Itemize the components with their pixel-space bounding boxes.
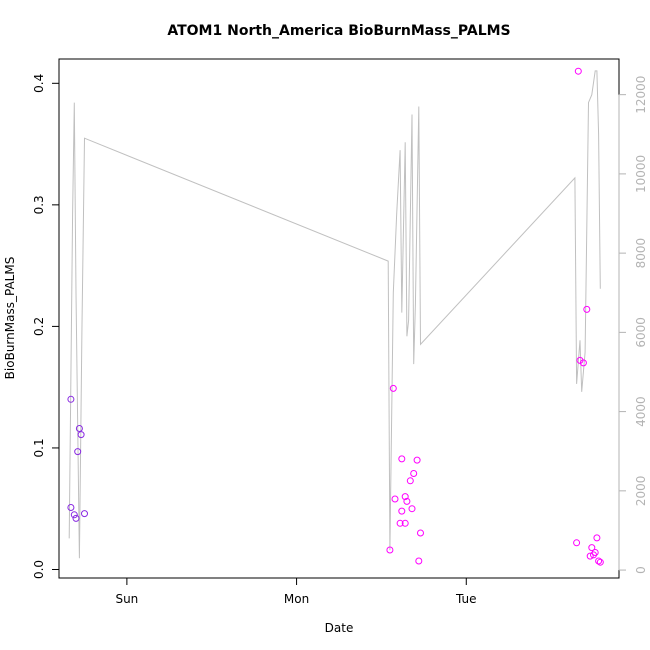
data-point — [583, 305, 591, 313]
y2-tick-label: 6000 — [634, 317, 648, 348]
altitude-line-layer — [68, 70, 601, 559]
data-point — [389, 384, 397, 392]
data-point — [574, 67, 582, 75]
x-axis-label: Date — [325, 621, 354, 635]
y2-tick-label: 12000 — [634, 76, 648, 114]
x-tick-label: Tue — [455, 592, 477, 606]
data-point — [596, 558, 604, 566]
y-axis-left: 0.0 0.1 0.2 0.3 0.4 — [32, 74, 60, 579]
points-layer — [67, 67, 604, 566]
data-point — [591, 549, 599, 556]
y-tick-label: 0.0 — [32, 560, 46, 579]
data-point — [401, 519, 409, 527]
data-point — [403, 497, 411, 505]
x-axis: Sun Mon Tue — [115, 577, 477, 606]
data-point — [401, 493, 409, 501]
data-point — [75, 425, 83, 432]
y-tick-label: 0.2 — [32, 317, 46, 336]
data-point — [595, 557, 603, 565]
data-point — [410, 470, 418, 477]
data-point — [593, 534, 601, 542]
y-tick-label: 0.4 — [32, 74, 46, 93]
y-tick-label: 0.1 — [32, 438, 46, 457]
data-point — [67, 504, 75, 511]
y-axis-label: BioBurnMass_PALMS — [3, 257, 17, 380]
data-point — [408, 505, 416, 513]
plot-frame — [58, 58, 620, 579]
data-point — [586, 552, 594, 560]
data-point — [396, 519, 404, 527]
y-tick-label: 0.3 — [32, 195, 46, 214]
y2-tick-label: 2000 — [634, 476, 648, 507]
data-point — [579, 359, 587, 367]
data-point — [391, 495, 399, 503]
data-point — [417, 529, 424, 537]
altitude-line — [68, 70, 601, 559]
data-point — [81, 510, 88, 518]
x-tick-label: Mon — [284, 592, 309, 606]
y2-tick-label: 4000 — [634, 396, 648, 427]
data-point — [415, 557, 423, 565]
data-point — [72, 514, 80, 522]
data-point — [398, 507, 406, 515]
y2-tick-label: 0 — [634, 566, 648, 574]
x-tick-label: Sun — [115, 592, 138, 606]
data-point — [588, 544, 596, 552]
data-point — [67, 395, 75, 403]
y-axis-right: 0 2000 4000 6000 8000 10000 12000 — [618, 76, 648, 574]
data-point — [398, 455, 406, 463]
y2-tick-label: 8000 — [634, 238, 648, 269]
data-point — [413, 456, 421, 464]
data-point — [77, 431, 85, 439]
data-point — [70, 511, 78, 519]
data-point — [74, 448, 82, 456]
data-point — [386, 546, 394, 554]
y2-tick-label: 10000 — [634, 155, 648, 193]
data-point — [573, 539, 581, 547]
chart-title: ATOM1 North_America BioBurnMass_PALMS — [167, 23, 510, 39]
data-point — [406, 477, 414, 485]
